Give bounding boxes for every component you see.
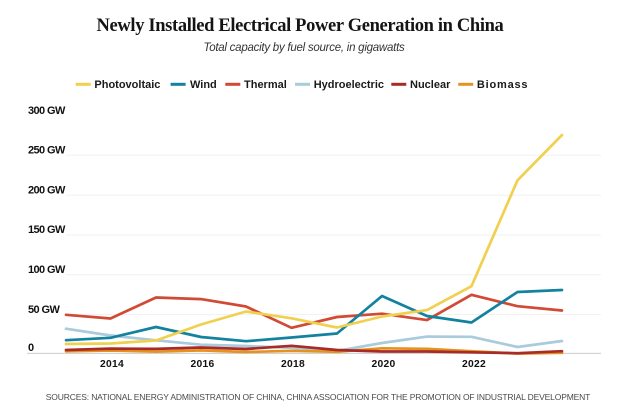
svg-text:250 GW: 250 GW xyxy=(28,145,66,157)
svg-text:0: 0 xyxy=(28,342,34,354)
svg-text:SOURCES: NATIONAL ENERGY ADMIN: SOURCES: NATIONAL ENERGY ADMINISTRATION … xyxy=(46,392,590,402)
svg-text:300 GW: 300 GW xyxy=(28,105,66,117)
svg-text:Wind: Wind xyxy=(190,79,217,91)
svg-text:Hydroelectric: Hydroelectric xyxy=(314,79,384,91)
svg-text:100 GW: 100 GW xyxy=(28,264,66,276)
svg-text:2020: 2020 xyxy=(372,359,396,370)
svg-text:Thermal: Thermal xyxy=(244,79,287,91)
svg-text:50 GW: 50 GW xyxy=(28,304,60,316)
svg-text:150 GW: 150 GW xyxy=(28,224,66,236)
svg-text:2018: 2018 xyxy=(281,359,305,370)
svg-text:2014: 2014 xyxy=(100,359,124,370)
svg-text:Photovoltaic: Photovoltaic xyxy=(94,79,160,91)
svg-text:2016: 2016 xyxy=(191,359,215,370)
svg-text:Total capacity by fuel source,: Total capacity by fuel source, in gigawa… xyxy=(203,42,405,54)
svg-text:Biomass: Biomass xyxy=(477,79,528,91)
svg-text:Nuclear: Nuclear xyxy=(410,79,451,91)
svg-text:200 GW: 200 GW xyxy=(28,184,66,196)
svg-text:Newly Installed Electrical Pow: Newly Installed Electrical Power Generat… xyxy=(97,16,504,36)
svg-text:2022: 2022 xyxy=(462,359,486,370)
